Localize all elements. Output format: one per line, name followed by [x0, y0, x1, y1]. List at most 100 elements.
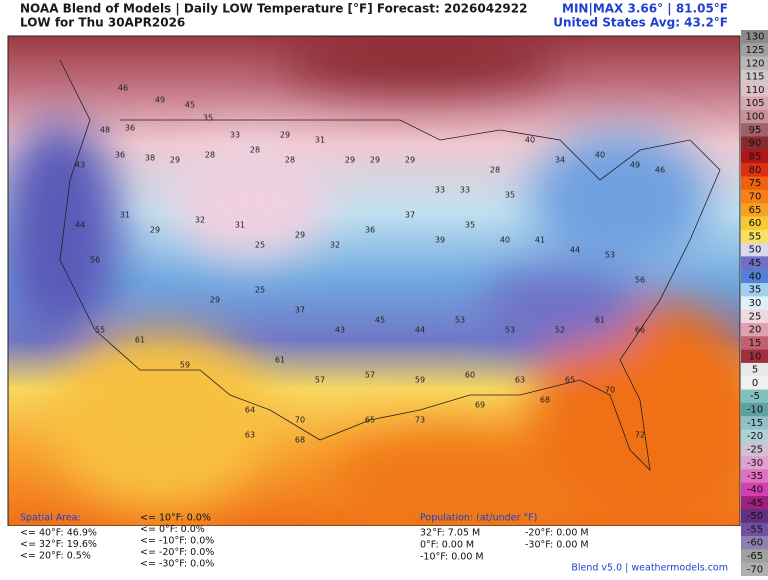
station-value: 49 — [155, 96, 165, 105]
station-value: 36 — [115, 151, 125, 160]
station-value: 40 — [500, 236, 510, 245]
colorbar-swatch — [741, 229, 768, 244]
colorbar-label: 95 — [749, 125, 762, 136]
title: NOAA Blend of Models | Daily LOW Tempera… — [20, 2, 527, 16]
station-value: 66 — [635, 326, 645, 335]
colorbar-swatch — [741, 562, 768, 577]
station-value: 36 — [125, 124, 135, 133]
colorbar-label: -60 — [747, 538, 763, 549]
spatial-stat: <= 32°F: 19.6% — [20, 539, 97, 550]
colorbar-label: 30 — [749, 298, 762, 309]
colorbar-swatch — [741, 256, 768, 271]
colorbar-label: -65 — [747, 551, 763, 562]
station-value: 43 — [75, 161, 85, 170]
colorbar-swatch — [741, 163, 768, 177]
colorbar-label: -25 — [747, 444, 763, 455]
station-value: 40 — [595, 151, 605, 160]
colorbar-label: -10 — [747, 405, 763, 416]
colorbar-swatch — [741, 296, 768, 311]
station-value: 45 — [375, 316, 385, 325]
population-stat: 0°F: 0.00 M — [420, 540, 474, 551]
colorbar-swatch — [741, 216, 768, 231]
colorbar-label: 5 — [752, 365, 758, 376]
station-value: 28 — [250, 146, 260, 155]
colorbar-label: 10 — [749, 351, 762, 362]
station-value: 29 — [370, 156, 380, 165]
colorbar-swatch — [741, 283, 768, 297]
station-value: 65 — [365, 416, 375, 425]
colorbar-label: -5 — [750, 391, 760, 402]
colorbar-label: 130 — [745, 32, 764, 43]
station-value: 33 — [460, 186, 470, 195]
station-value: 63 — [245, 431, 255, 440]
colorbar-swatch — [741, 522, 768, 537]
colorbar-swatch — [741, 349, 768, 364]
colorbar-label: 105 — [745, 98, 764, 109]
colorbar-label: -70 — [747, 564, 763, 575]
colorbar-swatch — [741, 376, 768, 391]
colorbar-label: -30 — [747, 458, 763, 469]
colorbar: 1301251201151101051009590858075706560555… — [741, 30, 768, 577]
station-value: 59 — [180, 361, 190, 370]
spatial-stat: <= -30°F: 0.0% — [140, 559, 214, 570]
station-value: 25 — [255, 241, 265, 250]
population-stat: -20°F: 0.00 M — [525, 528, 589, 539]
colorbar-swatch — [741, 83, 768, 98]
colorbar-swatch — [741, 322, 768, 337]
population-stat: -10°F: 0.00 M — [420, 552, 484, 563]
station-value: 44 — [415, 326, 425, 335]
station-value: 35 — [203, 114, 213, 123]
station-value: 64 — [245, 406, 255, 415]
colorbar-label: 25 — [749, 311, 762, 322]
colorbar-label: 15 — [749, 338, 762, 349]
colorbar-swatch — [741, 416, 768, 431]
station-value: 46 — [655, 166, 665, 175]
station-value: 41 — [535, 236, 545, 245]
station-value: 65 — [565, 376, 575, 385]
footer: Blend v5.0 | weathermodels.com — [571, 563, 728, 574]
station-value: 37 — [295, 306, 305, 315]
station-value: 61 — [595, 316, 605, 325]
station-value: 25 — [255, 286, 265, 295]
colorbar-label: 50 — [749, 245, 762, 256]
station-value: 49 — [630, 161, 640, 170]
station-value: 56 — [90, 256, 100, 265]
colorbar-swatch — [741, 123, 768, 138]
station-value: 53 — [455, 316, 465, 325]
stats-panel — [0, 526, 740, 576]
station-value: 28 — [490, 166, 500, 175]
station-value: 29 — [295, 231, 305, 240]
temperature-field — [8, 36, 740, 526]
population-stat: -30°F: 0.00 M — [525, 540, 589, 551]
station-value: 57 — [315, 376, 325, 385]
station-value: 31 — [315, 136, 325, 145]
colorbar-swatch — [741, 243, 768, 257]
colorbar-swatch — [741, 56, 768, 71]
spatial-stat: <= -20°F: 0.0% — [140, 547, 214, 558]
colorbar-swatch — [741, 482, 768, 497]
station-value: 28 — [285, 156, 295, 165]
station-labels: 46 49 45 35 48 36 43 36 38 29 28 33 28 29 28 31 29 29 29 33… — [75, 84, 665, 445]
station-value: 28 — [205, 151, 215, 160]
station-value: 53 — [605, 251, 615, 260]
colorbar-swatch — [741, 309, 768, 324]
colorbar-swatch — [741, 362, 768, 377]
station-value: 60 — [465, 371, 475, 380]
colorbar-swatch — [741, 509, 768, 524]
population-stat: 32°F: 7.05 M — [420, 528, 480, 539]
station-value: 57 — [365, 371, 375, 380]
colorbar-swatch — [741, 496, 768, 510]
colorbar-swatch — [741, 203, 768, 217]
subtitle: LOW for Thu 30APR2026 — [20, 16, 185, 30]
colorbar-swatch — [741, 389, 768, 404]
colorbar-label: -50 — [747, 511, 763, 522]
colorbar-swatch — [741, 189, 768, 204]
colorbar-label: 35 — [749, 285, 762, 296]
colorbar-label: 115 — [745, 72, 764, 83]
colorbar-label: 85 — [749, 152, 762, 163]
colorbar-swatch — [741, 149, 768, 164]
spatial-stat: <= 10°F: 0.0% — [140, 513, 211, 524]
station-value: 40 — [525, 136, 535, 145]
colorbar-label: 75 — [749, 178, 762, 189]
station-value: 61 — [135, 336, 145, 345]
